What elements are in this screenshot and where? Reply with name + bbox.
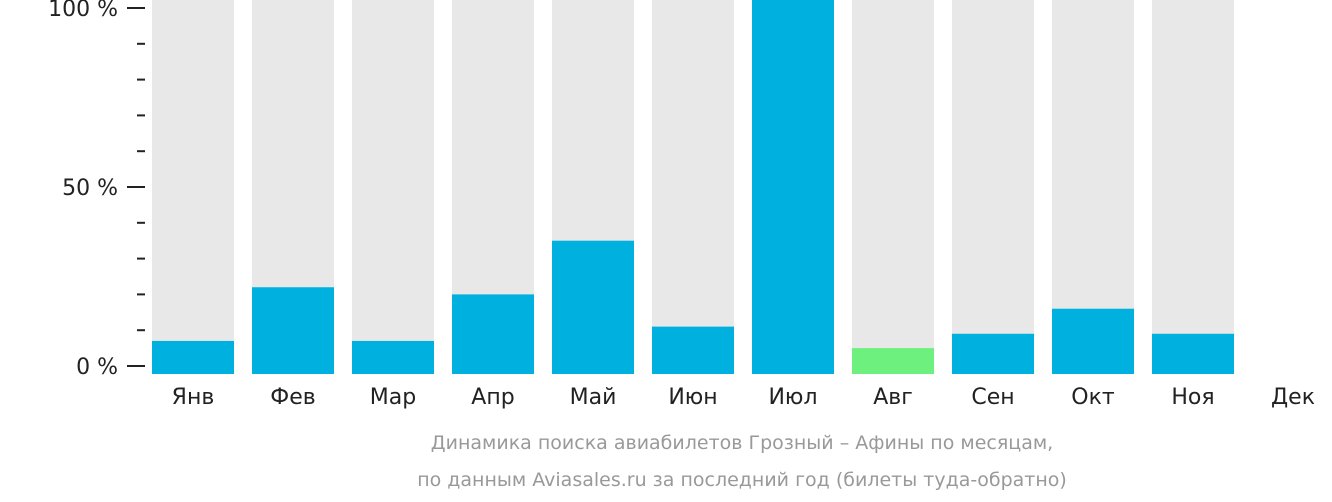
x-tick-label: Авг (873, 385, 913, 410)
x-tick-label: Июл (768, 385, 817, 410)
x-tick-label: Апр (471, 385, 514, 410)
bar (752, 0, 834, 374)
bar (1052, 308, 1134, 374)
bar-track (352, 0, 434, 374)
bar-track (652, 0, 734, 374)
x-tick-label: Ноя (1171, 385, 1214, 410)
x-tick-label: Окт (1071, 385, 1115, 410)
bar (452, 294, 534, 374)
chart-caption-line-2: по данным Aviasales.ru за последний год … (417, 469, 1067, 491)
bar (652, 326, 734, 374)
x-tick-label: Май (570, 385, 617, 410)
bar-track (852, 0, 934, 374)
bar-track (152, 0, 234, 374)
bar-track (1152, 0, 1234, 374)
x-tick-label: Сен (971, 385, 1014, 410)
y-tick-label: 0 % (76, 355, 118, 380)
bar (852, 348, 934, 374)
bar (1152, 333, 1234, 374)
monthly-search-bar-chart: 0 % 50 % 100 % Янв Фев Мар Апр Май Июн Июл Авг Сен О… (48, 0, 1315, 410)
bar (552, 240, 634, 374)
bar (352, 340, 434, 374)
y-tick-label: 50 % (62, 176, 118, 201)
x-tick-label: Мар (370, 385, 416, 410)
bar-track (952, 0, 1034, 374)
chart-caption-line-1: Динамика поиска авиабилетов Грозный – Аф… (430, 432, 1054, 454)
x-tick-label: Июн (668, 385, 717, 410)
bar (152, 340, 234, 374)
x-tick-label: Янв (172, 385, 215, 410)
bar (952, 333, 1034, 374)
x-tick-label: Фев (270, 385, 315, 410)
bar (252, 287, 334, 374)
y-tick-label: 100 % (48, 0, 118, 22)
x-tick-label: Дек (1271, 385, 1315, 410)
